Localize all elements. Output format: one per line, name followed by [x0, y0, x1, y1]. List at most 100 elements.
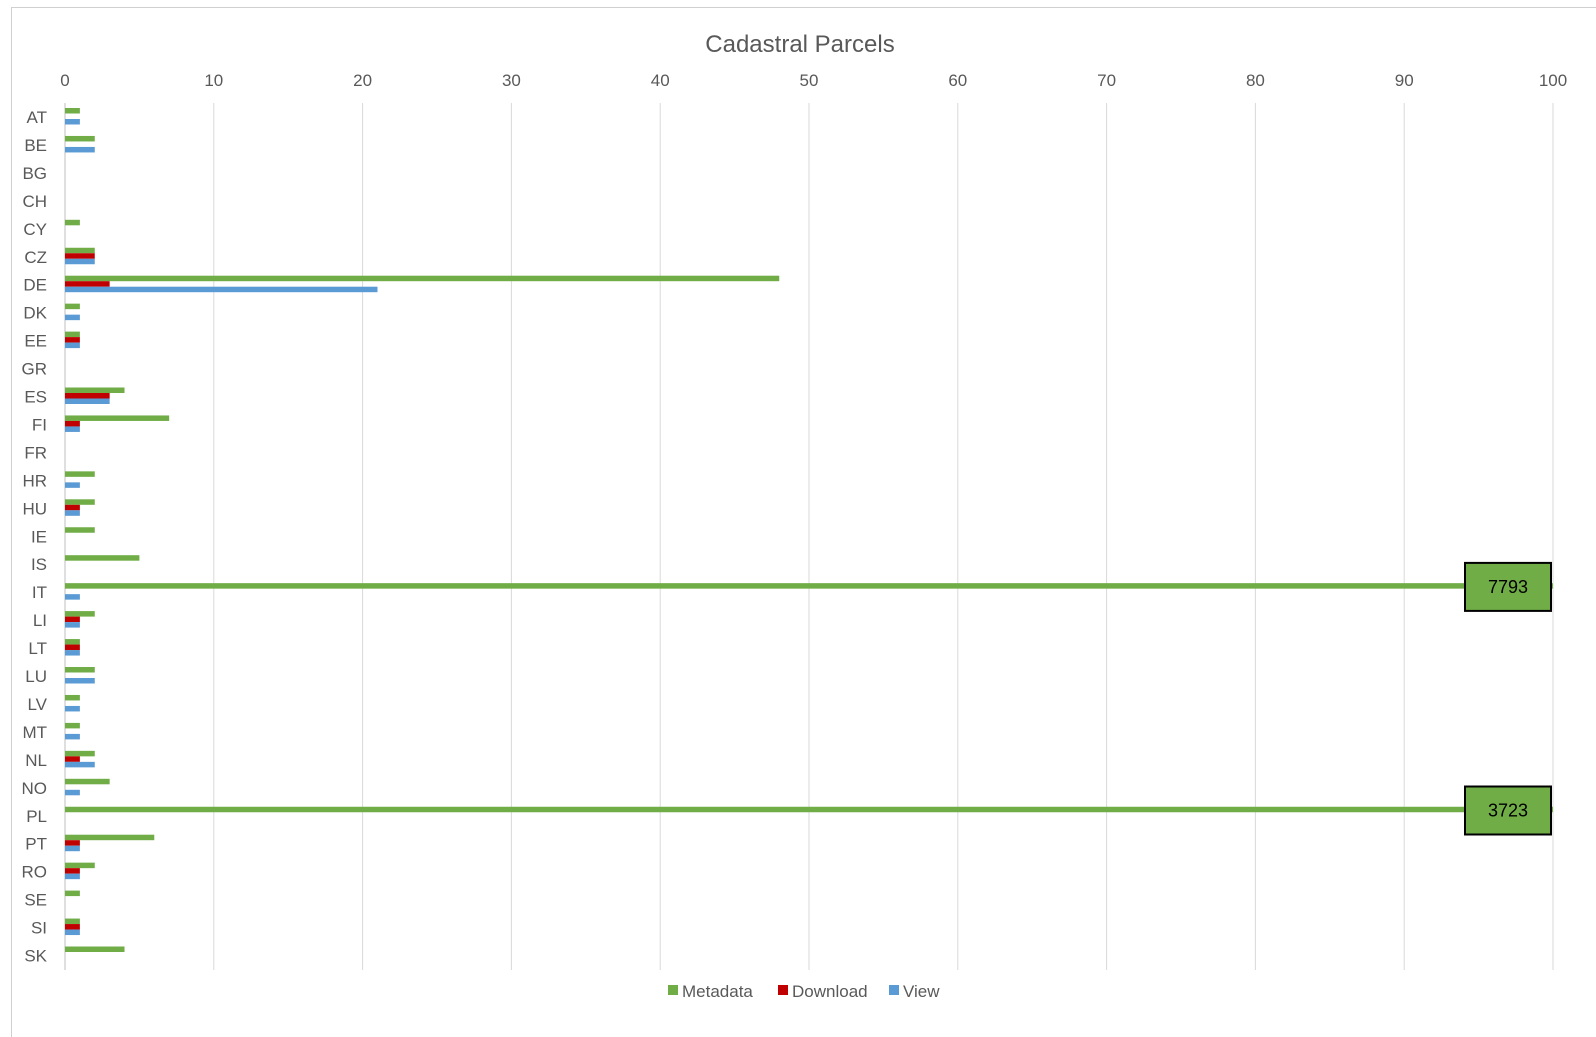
- category-label: SI: [31, 919, 47, 938]
- category-label: EE: [24, 332, 47, 351]
- bar-metadata-HU: [65, 499, 95, 505]
- bar-metadata-SI: [65, 918, 80, 925]
- bar-download-EE: [65, 337, 80, 343]
- category-label: DE: [23, 276, 47, 295]
- bar-view-DE: [65, 286, 378, 293]
- callout-label: 7793: [1488, 577, 1528, 597]
- bar-metadata-PT: [65, 834, 155, 841]
- bar-view-HR: [65, 482, 80, 488]
- category-label: DK: [23, 304, 47, 323]
- category-label: SK: [24, 947, 47, 966]
- bar-metadata-IE: [65, 527, 95, 533]
- bar-metadata-CY: [65, 219, 80, 226]
- legend-label: Download: [792, 982, 868, 1001]
- bar-metadata-NO: [65, 778, 110, 785]
- bars: [65, 108, 1553, 952]
- category-label: LV: [27, 695, 47, 714]
- bar-view-NO: [65, 789, 80, 796]
- callout-label: 3723: [1488, 801, 1528, 821]
- x-axis-tick-labels: 0 10 20 30 40 50 60 70 80 90 100: [60, 71, 1567, 90]
- category-label: PT: [25, 835, 47, 854]
- category-label: CY: [23, 220, 47, 239]
- bar-metadata-LT: [65, 639, 80, 645]
- category-label: RO: [22, 863, 48, 882]
- bar-view-DK: [65, 314, 80, 321]
- legend-label: View: [903, 982, 940, 1001]
- bar-metadata-MT: [65, 722, 80, 729]
- category-label: NL: [25, 751, 47, 770]
- category-label: BG: [22, 164, 47, 183]
- category-label: FI: [32, 415, 47, 434]
- x-tick-label: 100: [1539, 71, 1567, 90]
- bar-download-FI: [65, 420, 80, 427]
- bar-metadata-DE: [65, 275, 780, 282]
- bar-view-NL: [65, 761, 95, 768]
- category-label: LU: [25, 667, 47, 686]
- category-label: AT: [27, 108, 47, 127]
- category-label: MT: [22, 723, 47, 742]
- category-label: HU: [22, 499, 47, 518]
- category-label: FR: [24, 443, 47, 462]
- bar-metadata-LV: [65, 694, 80, 701]
- bar-download-CZ: [65, 253, 95, 259]
- category-label: CH: [22, 192, 47, 211]
- category-labels: AT BE BG CH CY CZ DE DK EE GR ES FI FR HR HU IE IS IT LI LT…: [22, 108, 48, 966]
- x-tick-label: 0: [60, 71, 69, 90]
- bar-view-FI: [65, 426, 80, 432]
- legend-swatch: [668, 985, 678, 995]
- bar-metadata-IT: [65, 583, 1553, 589]
- bar-metadata-AT: [65, 108, 80, 114]
- x-tick-label: 60: [948, 71, 967, 90]
- bar-download-NL: [65, 756, 80, 762]
- category-label: GR: [22, 360, 48, 379]
- x-tick-label: 10: [204, 71, 223, 90]
- bar-metadata-HR: [65, 471, 95, 477]
- legend-swatch: [889, 985, 899, 995]
- bar-view-RO: [65, 873, 80, 880]
- x-tick-label: 80: [1246, 71, 1265, 90]
- bar-download-RO: [65, 868, 80, 874]
- bar-download-HU: [65, 504, 80, 511]
- bar-view-AT: [65, 119, 80, 125]
- x-tick-label: 20: [353, 71, 372, 90]
- gridlines: [64, 103, 1554, 970]
- callout-box: [1464, 785, 1552, 836]
- bar-view-CZ: [65, 258, 95, 265]
- category-label: LI: [33, 611, 47, 630]
- chart-frame: [11, 7, 1596, 1037]
- legend-swatch: [778, 985, 788, 995]
- category-label: LT: [28, 639, 47, 658]
- bar-view-IT: [65, 594, 80, 600]
- x-tick-label: 50: [800, 71, 819, 90]
- bar-metadata-SE: [65, 890, 80, 897]
- category-label: NO: [22, 779, 48, 798]
- bar-view-LI: [65, 622, 80, 628]
- callout-box: [1464, 561, 1552, 612]
- bar-metadata-PL: [65, 806, 1553, 813]
- bar-metadata-IS: [65, 555, 140, 561]
- bar-metadata-CZ: [65, 247, 95, 254]
- legend-label: Metadata: [682, 982, 753, 1001]
- bar-metadata-LI: [65, 611, 95, 617]
- bar-download-DE: [65, 281, 110, 287]
- bar-view-SI: [65, 929, 80, 936]
- bar-view-LT: [65, 650, 80, 656]
- bar-download-LT: [65, 644, 80, 651]
- category-label: IE: [31, 527, 47, 546]
- category-label: PL: [26, 807, 47, 826]
- x-tick-label: 70: [1097, 71, 1116, 90]
- bar-view-MT: [65, 733, 80, 740]
- bar-view-LV: [65, 705, 80, 712]
- bar-view-LU: [65, 678, 95, 684]
- category-label: BE: [24, 136, 47, 155]
- legend: Metadata Download View: [668, 982, 940, 1001]
- bar-metadata-DK: [65, 303, 80, 310]
- category-label: SE: [24, 891, 47, 910]
- category-label: ES: [24, 388, 47, 407]
- category-label: IT: [32, 583, 47, 602]
- bar-download-PT: [65, 840, 80, 846]
- bar-download-ES: [65, 393, 110, 399]
- bar-view-ES: [65, 398, 110, 404]
- bar-download-LI: [65, 616, 80, 623]
